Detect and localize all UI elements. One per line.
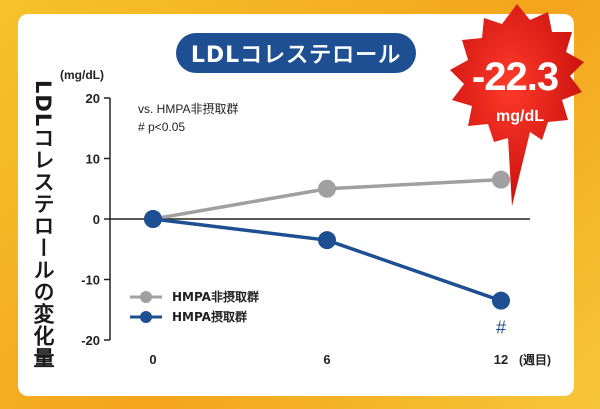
y-axis-unit: (mg/dL): [60, 68, 104, 82]
x-tick-label: 6: [323, 352, 330, 367]
x-ticks: 0 6 12: [149, 352, 508, 367]
legend: HMPA非摂取群 HMPA摂取群: [130, 289, 259, 324]
highlight-unit: mg/dL: [496, 108, 544, 125]
x-axis-unit: (週目): [519, 352, 551, 367]
y-axis-label: LDLコレステロールの変化量: [31, 80, 55, 370]
x-tick-label: 0: [149, 352, 156, 367]
y-tick-label: 0: [93, 212, 100, 227]
y-ticks: 20 10 0 -10 -20: [81, 91, 110, 348]
significance-marker: #: [496, 318, 506, 338]
data-point: [492, 291, 510, 310]
y-tick-label: -10: [81, 273, 100, 288]
data-point: [492, 170, 510, 189]
significance-note: vs. HMPA非摂取群 # p<0.05: [138, 100, 238, 136]
y-tick-label: 20: [86, 91, 100, 106]
y-tick-label: 10: [86, 152, 100, 167]
data-point: [318, 179, 336, 198]
x-tick-label: 12: [494, 352, 508, 367]
y-tick-label: -20: [81, 333, 100, 348]
legend-label: HMPA非摂取群: [172, 289, 259, 304]
data-point: [318, 231, 336, 250]
legend-marker: [140, 291, 152, 303]
series-points: [144, 170, 510, 310]
comparison-note: vs. HMPA非摂取群: [138, 102, 239, 116]
p-value-note: # p<0.05: [138, 120, 186, 134]
chart-title: LDLコレステロール: [176, 33, 416, 73]
badge-starburst: [450, 4, 584, 206]
highlight-badge: [450, 4, 584, 206]
data-point: [144, 210, 162, 228]
highlight-value: -22.3: [471, 55, 559, 99]
legend-label: HMPA摂取群: [172, 309, 247, 324]
legend-marker: [140, 311, 152, 323]
